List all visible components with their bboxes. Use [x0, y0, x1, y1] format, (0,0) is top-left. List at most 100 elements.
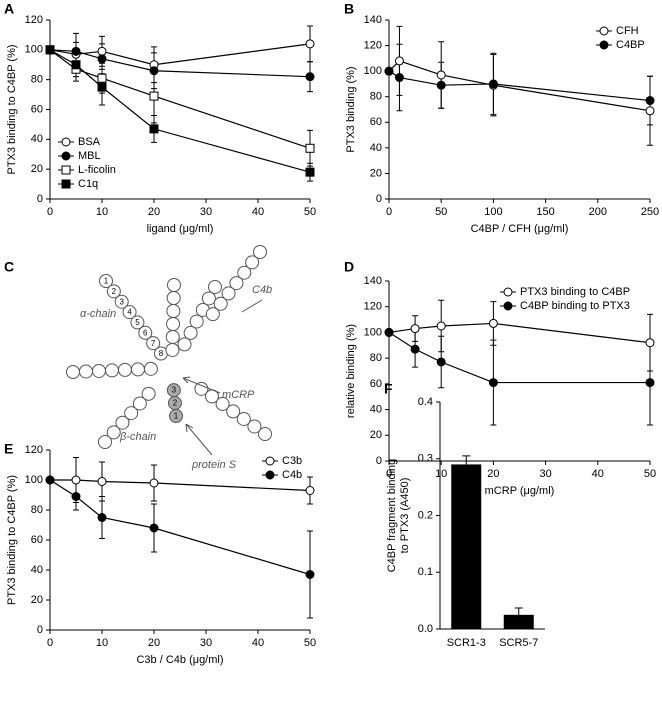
- x-tick-label: 40: [252, 637, 264, 649]
- marker: [71, 60, 81, 70]
- x-tick-label: 150: [536, 206, 554, 218]
- legend-marker: [265, 456, 275, 466]
- legend-label: C3b: [282, 455, 302, 467]
- marker: [436, 70, 446, 80]
- legend-marker: [599, 26, 609, 36]
- scr-domain: [91, 363, 106, 378]
- marker: [149, 66, 159, 76]
- scr-domain: [130, 362, 145, 377]
- x-tick-label: 0: [47, 206, 53, 218]
- x-tick-label: 50: [304, 206, 316, 218]
- scr-number: 1: [104, 277, 109, 286]
- legend-label: PTX3 binding to C4BP: [520, 286, 630, 298]
- scr-domain: [229, 276, 244, 291]
- y-tick-label: 80: [370, 352, 382, 364]
- series-line: [388, 331, 650, 384]
- scr-domain: [205, 307, 220, 322]
- alpha-chain-label: α-chain: [80, 308, 116, 320]
- scr-domain: [124, 406, 139, 421]
- y-axis-label: PTX3 binding to C4BP (%): [6, 44, 18, 174]
- series-line: [388, 70, 651, 102]
- legend-label: C1q: [78, 178, 98, 190]
- scr-domain: [78, 364, 93, 379]
- y-tick-label: 20: [370, 167, 382, 179]
- scr-domain: [130, 315, 145, 330]
- scr-domain: [66, 365, 80, 379]
- scr-diagram: 12345678123α-chainC4bmCRPβ-chainprotein …: [66, 245, 272, 471]
- marker: [488, 79, 498, 89]
- y-tick-label: 120: [364, 301, 382, 313]
- x-axis-label: C4BP / CFH (μg/ml): [471, 223, 569, 235]
- scr-number: 8: [159, 349, 164, 358]
- marker: [97, 73, 107, 83]
- marker: [305, 570, 315, 579]
- scr-domain: [146, 336, 161, 351]
- y-tick-label: 80: [370, 91, 382, 103]
- panel-letter: D: [344, 259, 354, 275]
- scr-domain: [208, 280, 222, 294]
- scr-domain: [258, 427, 272, 441]
- mcrp-arrow: [182, 376, 221, 394]
- scr-domain: [166, 316, 181, 331]
- y-tick-label: 140: [364, 275, 382, 287]
- scr-domain: [166, 383, 181, 398]
- scr-domain: [104, 363, 119, 378]
- y-tick-label: 0.3: [418, 453, 433, 465]
- marker: [149, 91, 159, 101]
- scr-number: 5: [135, 318, 140, 327]
- x-tick-label: 200: [589, 206, 607, 218]
- scr-domain: [99, 274, 113, 288]
- legend-marker: [61, 137, 71, 147]
- scr-domain: [165, 329, 180, 344]
- y-tick-label: 100: [25, 44, 43, 56]
- scr-domain: [138, 325, 153, 340]
- y-tick-label: 60: [31, 103, 43, 115]
- y-tick-label: 60: [370, 378, 382, 390]
- y-axis-label: PTX3 binding (%): [345, 66, 357, 152]
- x-tick-label: 0: [47, 637, 53, 649]
- marker: [384, 327, 394, 337]
- x-tick-label: 10: [96, 206, 108, 218]
- marker: [488, 378, 498, 388]
- panel-letter: B: [344, 1, 354, 17]
- marker: [645, 96, 655, 106]
- y-tick-label: 0: [376, 193, 382, 205]
- y-tick-label: 60: [31, 534, 43, 546]
- x-tick-label: 10: [435, 468, 447, 480]
- scr-domain: [143, 361, 158, 376]
- scr-domain: [253, 245, 267, 259]
- y-tick-label: 0.1: [418, 566, 433, 578]
- y-tick-label: 20: [370, 429, 382, 441]
- series-line: [388, 322, 651, 344]
- y-tick-label: 0.2: [418, 509, 433, 521]
- y-tick-label: 0.0: [418, 623, 433, 635]
- marker: [305, 72, 315, 82]
- x-tick-label: 40: [592, 468, 604, 480]
- x-tick-label: 20: [148, 637, 160, 649]
- scr-domain: [237, 265, 252, 280]
- x-tick-label: 20: [148, 206, 160, 218]
- scr-domain: [201, 291, 216, 306]
- scr-number: 3: [172, 386, 177, 395]
- scr-domain: [247, 419, 262, 434]
- legend-marker: [503, 287, 513, 297]
- marker: [394, 73, 404, 83]
- y-tick-label: 0.4: [418, 396, 433, 408]
- marker: [71, 492, 81, 501]
- y-tick-label: 60: [370, 116, 382, 128]
- marker: [645, 378, 655, 388]
- scr-domain: [106, 284, 121, 299]
- marker: [410, 324, 420, 334]
- legend-label: C4BP: [616, 39, 645, 51]
- series-line: [49, 49, 311, 149]
- scr-domain: [106, 425, 121, 440]
- series-line: [49, 479, 311, 576]
- scr-number: 1: [174, 412, 179, 421]
- x-axis-label: C3b / C4b (μg/ml): [136, 654, 223, 666]
- marker: [305, 167, 315, 177]
- y-tick-label: 40: [31, 564, 43, 576]
- legend-marker: [61, 179, 71, 189]
- marker: [305, 143, 315, 153]
- scr-domain: [236, 411, 251, 426]
